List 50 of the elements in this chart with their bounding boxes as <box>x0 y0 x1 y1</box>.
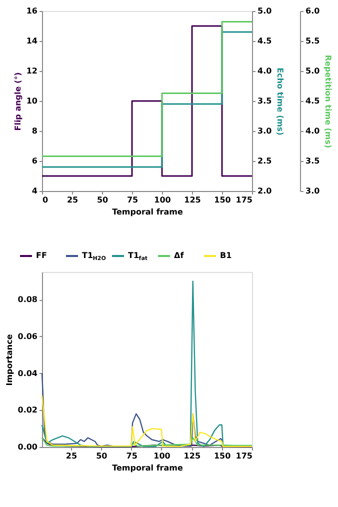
x-tick-label: 150 <box>214 452 232 460</box>
y3-axis-title: Repetition time (ms) <box>324 54 333 148</box>
y-tick-label: 6 <box>32 156 38 166</box>
x-tick-label: 175 <box>236 452 253 460</box>
y-axis-title: Flip angle (°) <box>13 72 22 131</box>
legend-label: Δf <box>174 251 184 260</box>
y-tick-label: 0.08 <box>18 295 38 304</box>
y2-axis-title: Echo time (ms) <box>276 68 285 136</box>
x-tick-label: 175 <box>236 196 253 204</box>
x-tick-label: 125 <box>184 196 202 204</box>
y3-tick-label: 4.5 <box>306 96 320 106</box>
legend-label: FF <box>36 251 47 260</box>
y-tick-label: 4 <box>32 186 38 196</box>
y2-tick-label: 4.0 <box>258 66 272 76</box>
y2-tick-label: 5.0 <box>258 6 272 16</box>
x-tick-label: 150 <box>214 196 232 204</box>
y2-tick-label: 2.0 <box>258 186 272 196</box>
x-tick-label: 50 <box>96 452 108 460</box>
y2-tick-label: 2.5 <box>258 156 272 166</box>
y-tick-label: 0.02 <box>18 406 38 415</box>
x-tick-label: 75 <box>126 196 138 204</box>
y3-tick-label: 5.0 <box>306 66 320 76</box>
x-axis-title: Temporal frame <box>112 464 184 472</box>
y-tick-label: 0.04 <box>18 368 38 378</box>
y3-tick-label: 5.5 <box>306 36 320 46</box>
x-tick-label: 75 <box>126 452 138 460</box>
legend-label: B1 <box>220 251 232 260</box>
y-tick-label: 0.06 <box>18 332 38 341</box>
y2-tick-label: 3.0 <box>258 126 272 136</box>
x-tick-label: 25 <box>66 452 78 460</box>
y-tick-label: 0.00 <box>18 442 38 452</box>
x-tick-label: 0 <box>42 196 48 204</box>
y3-tick-label: 3.5 <box>306 156 320 166</box>
y-tick-label: 8 <box>32 126 38 136</box>
x-tick-label: 125 <box>184 452 201 460</box>
y-tick-label: 16 <box>26 6 38 16</box>
x-tick-label: 100 <box>154 196 172 204</box>
y-tick-label: 14 <box>26 36 38 46</box>
y2-tick-label: 3.5 <box>258 96 272 106</box>
y-tick-label: 12 <box>26 66 38 76</box>
x-tick-label: 100 <box>154 452 171 460</box>
y-tick-label: 10 <box>26 96 38 106</box>
x-axis-title: Temporal frame <box>112 208 184 216</box>
y3-tick-label: 6.0 <box>306 6 320 16</box>
y2-tick-label: 4.5 <box>258 36 272 46</box>
x-tick-label: 50 <box>96 196 108 204</box>
y3-tick-label: 4.0 <box>306 126 320 136</box>
x-tick-label: 25 <box>66 196 78 204</box>
y-axis-title: Importance <box>4 334 14 386</box>
y3-tick-label: 3.0 <box>306 186 320 196</box>
